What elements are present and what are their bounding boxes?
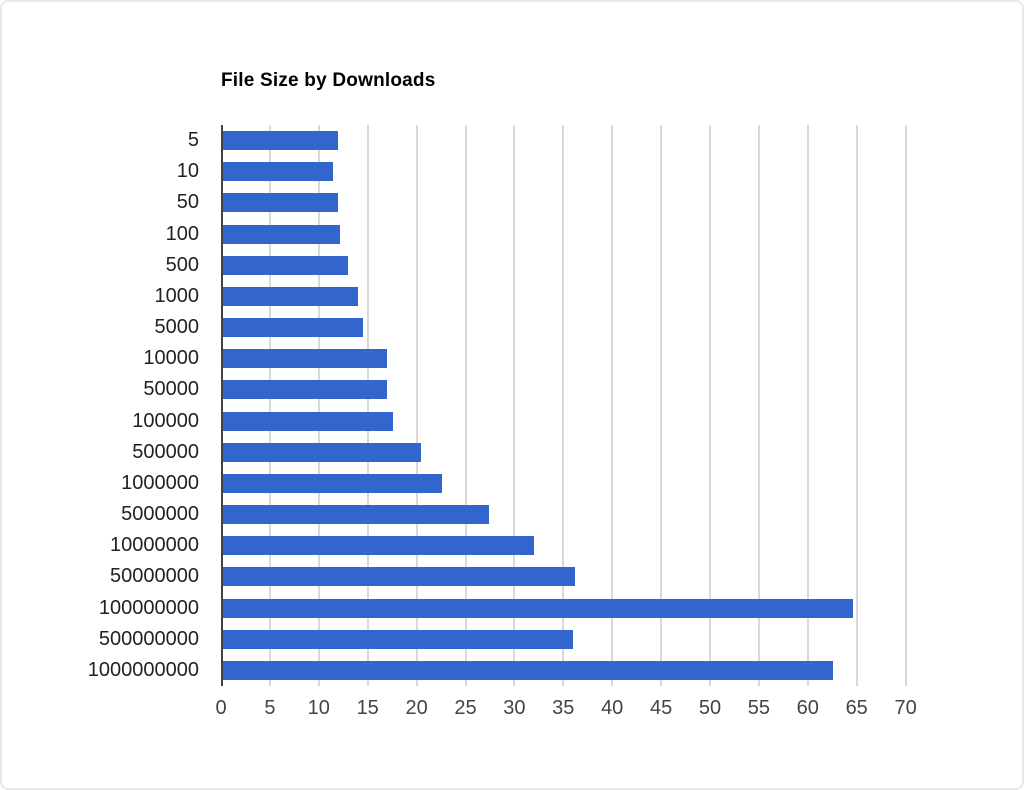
y-tick-label: 5000 [154, 316, 200, 338]
bar-1000000000 [223, 660, 834, 680]
y-tick-label: 50000000 [110, 565, 199, 588]
bar-50 [223, 193, 339, 213]
y-tick-label: 100000 [132, 409, 199, 432]
bar-5000 [223, 318, 363, 338]
x-tick-label: 70 [894, 697, 917, 719]
x-tick-label: 35 [552, 697, 575, 719]
gridline [757, 125, 760, 686]
bar-1000 [223, 286, 358, 306]
bar-10000000 [223, 536, 534, 556]
gridline [562, 125, 565, 686]
gridline [904, 125, 907, 686]
x-tick-label: 65 [845, 697, 868, 719]
y-tick-label: 500000 [132, 440, 199, 463]
y-tick-label: 1000000 [121, 471, 199, 494]
gridline [660, 125, 663, 686]
plot-area [221, 125, 913, 686]
x-tick-label: 30 [503, 697, 526, 719]
x-tick-label: 55 [747, 697, 771, 719]
chart-title: File Size by Downloads [221, 70, 436, 91]
x-tick-label: 10 [307, 697, 330, 719]
gridline [513, 125, 516, 686]
gridline [268, 125, 271, 686]
x-axis-labels: 0 5 10 15 20 25 30 35 40 45 50 55 60 65 70 [215, 697, 916, 723]
x-tick-label: 5 [264, 697, 276, 719]
x-tick-label: 0 [215, 697, 227, 719]
y-tick-label: 5 [187, 129, 199, 151]
bar-1000000 [223, 473, 443, 493]
y-tick-label: 5000000 [121, 503, 199, 525]
bar-50000000 [223, 567, 576, 587]
gridline [366, 125, 369, 686]
x-tick-label: 60 [796, 697, 819, 719]
bar-500 [223, 255, 349, 275]
x-tick-label: 45 [649, 697, 673, 719]
y-tick-label: 10000 [143, 347, 199, 370]
bar-100000 [223, 411, 394, 431]
gridline [464, 125, 467, 686]
bar-100 [223, 224, 341, 244]
x-tick-label: 25 [454, 697, 477, 719]
gridline [611, 125, 614, 686]
bar-10000 [223, 349, 388, 369]
bar-100000000 [223, 598, 853, 618]
bar-10 [223, 162, 334, 182]
gridline [806, 125, 809, 686]
bar-50000 [223, 380, 388, 400]
bar-500000000 [223, 629, 574, 649]
gridline [317, 125, 320, 686]
y-tick-label: 1000000000 [87, 658, 199, 681]
gridline [709, 125, 711, 686]
y-tick-label: 500 [165, 253, 199, 276]
y-tick-label: 100000000 [98, 596, 199, 619]
y-tick-label: 10 [176, 160, 199, 183]
x-tick-label: 40 [601, 697, 624, 719]
y-tick-label: 50000 [143, 378, 199, 401]
bar-500000 [223, 442, 422, 462]
y-axis-line [221, 125, 223, 686]
bar-series [223, 125, 913, 686]
gridline [415, 125, 418, 686]
y-tick-label: 10000000 [110, 534, 199, 557]
x-tick-label: 20 [405, 697, 428, 719]
y-tick-label: 50 [176, 191, 199, 214]
bar-5 [223, 131, 339, 151]
x-tick-label: 15 [356, 697, 379, 719]
y-tick-label: 500000000 [98, 627, 199, 650]
y-tick-label: 1000 [154, 284, 200, 307]
bar-5000000 [223, 505, 489, 525]
gridline [855, 125, 858, 686]
y-axis-labels: 5 10 50 100 500 1000 5000 10000 50000 100000 50000… [2, 125, 199, 686]
y-tick-label: 100 [165, 222, 199, 245]
x-tick-label: 50 [698, 697, 722, 719]
